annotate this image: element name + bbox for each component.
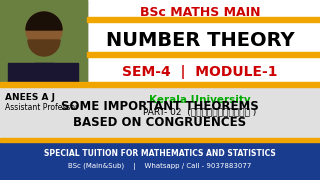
Bar xyxy=(34,63,54,88)
Bar xyxy=(0,0,87,118)
Text: SEM-4  |  MODULE-1: SEM-4 | MODULE-1 xyxy=(122,65,278,79)
Bar xyxy=(0,138,320,142)
Text: SPECIAL TUITION FOR MATHEMATICS AND STATISTICS: SPECIAL TUITION FOR MATHEMATICS AND STAT… xyxy=(44,150,276,159)
Wedge shape xyxy=(28,40,60,56)
Text: SOME IMPORTANT THEOREMS: SOME IMPORTANT THEOREMS xyxy=(61,100,259,114)
Bar xyxy=(0,142,320,180)
Text: Assistant Professor: Assistant Professor xyxy=(5,103,78,112)
Text: BSc (Main&Sub)    |    Whatsapp / Call - 9037883077: BSc (Main&Sub) | Whatsapp / Call - 90378… xyxy=(68,163,252,170)
Bar xyxy=(0,0,87,118)
Text: ANEES A J: ANEES A J xyxy=(5,93,55,102)
Text: BASED ON CONGRUENCES: BASED ON CONGRUENCES xyxy=(73,116,247,129)
Text: PART- 02  (മലയാളത്‍തില്‍ ): PART- 02 (മലയാളത്‍തില്‍ ) xyxy=(143,107,257,116)
Bar xyxy=(87,17,320,22)
Text: NUMBER THEORY: NUMBER THEORY xyxy=(106,30,294,50)
Bar xyxy=(0,87,320,138)
Bar xyxy=(8,63,78,118)
Bar xyxy=(0,82,320,87)
Wedge shape xyxy=(26,12,62,30)
Circle shape xyxy=(26,12,62,48)
Text: Kerala University: Kerala University xyxy=(149,95,251,105)
Bar xyxy=(87,52,320,57)
Text: BSc MATHS MAIN: BSc MATHS MAIN xyxy=(140,6,260,19)
